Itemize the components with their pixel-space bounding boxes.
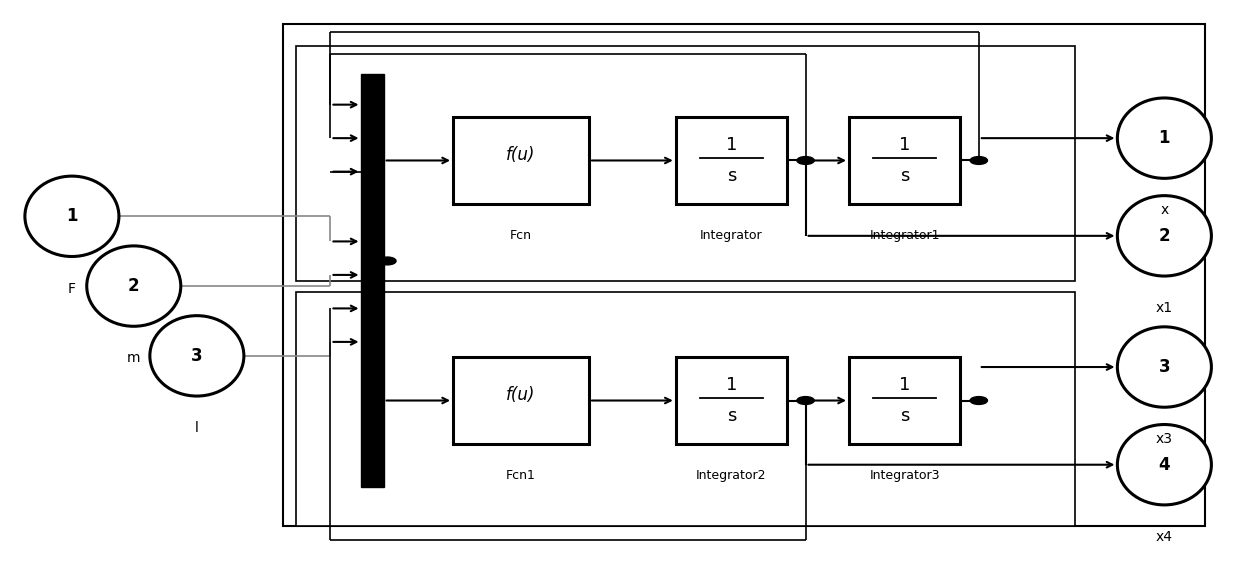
Text: x: x [1161, 204, 1168, 218]
Text: 1: 1 [1158, 129, 1171, 147]
Text: Integrator: Integrator [701, 229, 763, 242]
Text: Integrator3: Integrator3 [869, 469, 940, 482]
Text: 1: 1 [66, 208, 78, 226]
Text: Integrator2: Integrator2 [696, 469, 766, 482]
Text: f(u): f(u) [506, 386, 536, 404]
Text: s: s [727, 407, 737, 425]
Text: l: l [195, 421, 198, 435]
Text: Fcn: Fcn [510, 229, 532, 242]
Text: x3: x3 [1156, 433, 1173, 447]
Text: 3: 3 [1158, 358, 1171, 376]
Ellipse shape [1117, 327, 1211, 407]
FancyBboxPatch shape [296, 46, 1075, 280]
Text: 3: 3 [191, 347, 202, 365]
FancyBboxPatch shape [676, 357, 787, 444]
Text: 2: 2 [128, 277, 140, 295]
Ellipse shape [150, 316, 244, 396]
FancyBboxPatch shape [361, 74, 383, 487]
Text: 1: 1 [899, 376, 910, 394]
Text: Integrator1: Integrator1 [869, 229, 940, 242]
Circle shape [970, 397, 987, 404]
Text: 1: 1 [725, 136, 737, 154]
Circle shape [797, 397, 815, 404]
Text: 1: 1 [899, 136, 910, 154]
FancyBboxPatch shape [849, 117, 960, 204]
Text: s: s [727, 167, 737, 185]
Ellipse shape [87, 246, 181, 327]
Ellipse shape [1117, 196, 1211, 276]
Text: m: m [126, 351, 140, 365]
Text: x1: x1 [1156, 301, 1173, 315]
FancyBboxPatch shape [676, 117, 787, 204]
Ellipse shape [1117, 98, 1211, 178]
FancyBboxPatch shape [296, 292, 1075, 526]
FancyBboxPatch shape [284, 24, 1205, 526]
Text: s: s [900, 407, 909, 425]
Circle shape [970, 157, 987, 164]
FancyBboxPatch shape [453, 117, 589, 204]
Text: f(u): f(u) [506, 146, 536, 164]
FancyBboxPatch shape [453, 357, 589, 444]
Circle shape [378, 257, 396, 265]
Text: F: F [68, 282, 76, 296]
Ellipse shape [1117, 425, 1211, 505]
Text: s: s [900, 167, 909, 185]
Text: Fcn1: Fcn1 [506, 469, 536, 482]
FancyBboxPatch shape [849, 357, 960, 444]
Text: 4: 4 [1158, 456, 1171, 473]
Circle shape [797, 157, 815, 164]
Ellipse shape [25, 176, 119, 256]
Text: x4: x4 [1156, 530, 1173, 544]
Text: 1: 1 [725, 376, 737, 394]
Text: 2: 2 [1158, 227, 1171, 245]
